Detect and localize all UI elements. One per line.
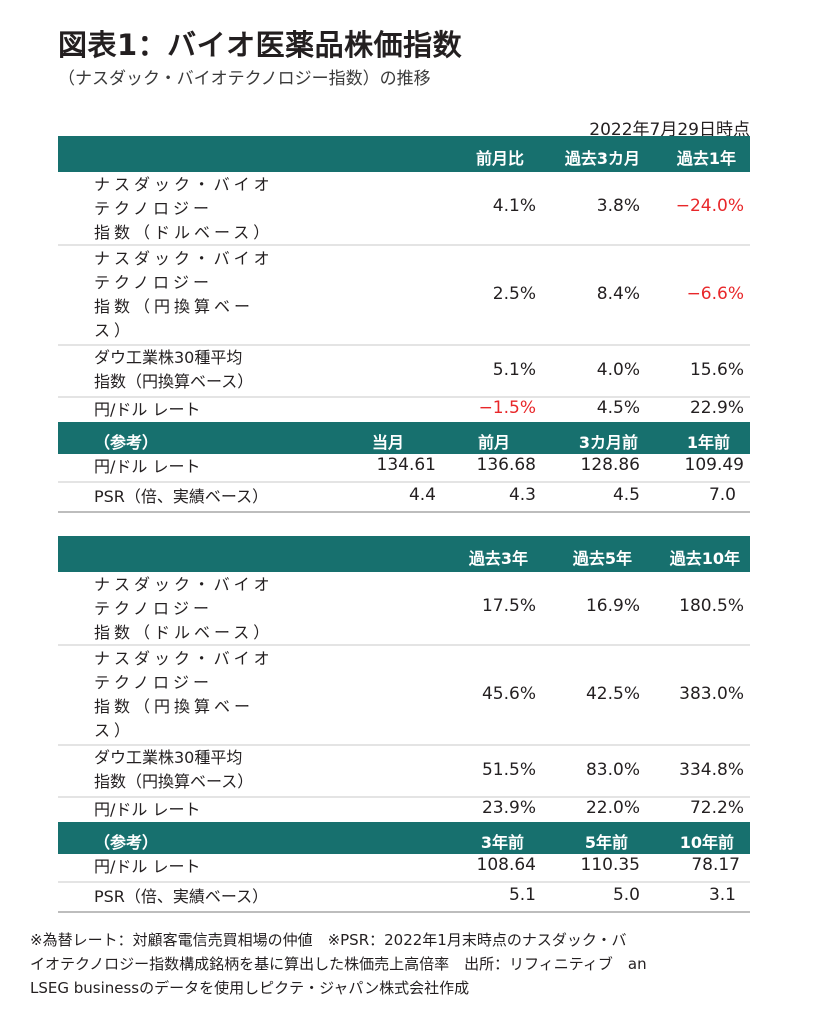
table-row: ナスダック・バイオ テクノロジー 指数（円換算ベー ス） 45.6% 42.5% 38… (58, 646, 750, 746)
cell: 51.5% (481, 760, 536, 780)
table-row: PSR（倍、実績ベース） 5.1 5.0 3.1 (58, 883, 750, 913)
table-row: ダウ工業株30種平均 指数（円換算ベース） 51.5% 83.0% 334.8% (58, 746, 750, 798)
cell: 22.0% (585, 798, 640, 818)
reference-header: （参考） 当月 前月 3カ月前 1年前 (58, 422, 750, 454)
table-row: 円/ドル レート −1.5% 4.5% 22.9% (58, 398, 750, 422)
row-label: ダウ工業株30種平均 指数（円換算ベース） (94, 348, 254, 391)
cell: 22.9% (689, 398, 744, 418)
row-label: ナスダック・バイオ テクノロジー 指数（円換算ベー ス） (94, 249, 274, 340)
row-label: PSR（倍、実績ベース） (94, 487, 269, 506)
cell: 3.1 (708, 885, 736, 905)
cell: 3.8% (596, 196, 640, 216)
table-row: ダウ工業株30種平均 指数（円換算ベース） 5.1% 4.0% 15.6% (58, 346, 750, 398)
row-label: ナスダック・バイオ テクノロジー 指数（円換算ベー ス） (94, 649, 274, 740)
table-row: 円/ドル レート 23.9% 22.0% 72.2% (58, 798, 750, 822)
cell: 4.5% (596, 398, 640, 418)
ref-label: （参考） (94, 433, 159, 452)
col-header: 過去3年 (468, 549, 528, 568)
cell: 383.0% (679, 684, 744, 704)
cell: 4.0% (596, 360, 640, 380)
row-label: ナスダック・バイオ テクノロジー 指数（ドルベース） (94, 175, 274, 242)
col-header: 10年前 (679, 833, 734, 852)
table-1: 前月比 過去3カ月 過去1年 ナスダック・バイオ テクノロジー 指数（ドルベース） … (58, 136, 750, 513)
cell: −1.5% (478, 398, 536, 418)
col-header: 1年前 (686, 433, 730, 452)
col-header: 3カ月前 (578, 433, 638, 452)
page-subtitle: （ナスダック・バイオテクノロジー指数）の推移 (58, 69, 431, 89)
col-header: 前月比 (475, 149, 524, 168)
row-label: 円/ドル レート (94, 800, 201, 819)
cell: −24.0% (675, 196, 744, 216)
col-header: 過去3カ月 (564, 149, 640, 168)
cell: 128.86 (580, 455, 640, 475)
cell: 5.1 (508, 885, 536, 905)
row-label: 円/ドル レート (94, 400, 201, 419)
table-row: ナスダック・バイオ テクノロジー 指数（ドルベース） 17.5% 16.9% 180… (58, 572, 750, 646)
cell: 45.6% (481, 684, 536, 704)
cell: 72.2% (689, 798, 744, 818)
cell: 42.5% (585, 684, 640, 704)
row-label: ダウ工業株30種平均 指数（円換算ベース） (94, 748, 254, 791)
footnote-line: ※為替レート：対顧客電信売買相場の仲値 ※PSR：2022年1月末時点のナスダッ… (30, 931, 627, 949)
table-row: 円/ドル レート 108.64 110.35 78.17 (58, 854, 750, 883)
row-label: 円/ドル レート (94, 857, 201, 876)
cell: 4.5 (612, 485, 640, 505)
row-label: PSR（倍、実績ベース） (94, 887, 269, 906)
cell: 7.0 (708, 485, 736, 505)
table-row: ナスダック・バイオ テクノロジー 指数（円換算ベー ス） 2.5% 8.4% −6.6… (58, 246, 750, 346)
cell: 5.1% (492, 360, 536, 380)
table-row: 円/ドル レート 134.61 136.68 128.86 109.49 (58, 454, 750, 483)
ref-label: （参考） (94, 833, 159, 852)
page-title: 図表1：バイオ医薬品株価指数 (58, 28, 463, 62)
reference-header: （参考） 3年前 5年前 10年前 (58, 822, 750, 854)
cell: 136.68 (476, 455, 536, 475)
table-2: 過去3年 過去5年 過去10年 ナスダック・バイオ テクノロジー 指数（ドルベース）… (58, 536, 750, 913)
col-header: 過去1年 (676, 149, 736, 168)
table-1-header: 前月比 過去3カ月 過去1年 (58, 136, 750, 172)
cell: 15.6% (689, 360, 744, 380)
cell: 134.61 (376, 455, 436, 475)
cell: 334.8% (679, 760, 744, 780)
col-header: 前月 (477, 433, 510, 452)
cell: 108.64 (476, 855, 536, 875)
cell: −6.6% (686, 284, 744, 304)
row-label: ナスダック・バイオ テクノロジー 指数（ドルベース） (94, 575, 274, 642)
cell: 4.3 (508, 485, 536, 505)
cell: 16.9% (585, 596, 640, 616)
col-header: 当月 (371, 433, 404, 452)
row-label: 円/ドル レート (94, 457, 201, 476)
cell: 4.1% (492, 196, 536, 216)
col-header: 過去10年 (669, 549, 740, 568)
cell: 78.17 (691, 855, 740, 875)
table-row: PSR（倍、実績ベース） 4.4 4.3 4.5 7.0 (58, 483, 750, 513)
cell: 83.0% (585, 760, 640, 780)
cell: 23.9% (481, 798, 536, 818)
table-row: ナスダック・バイオ テクノロジー 指数（ドルベース） 4.1% 3.8% −24.0… (58, 172, 750, 246)
col-header: 過去5年 (572, 549, 632, 568)
footnote-line: LSEG businessのデータを使用しピクテ・ジャパン株式会社作成 (30, 979, 470, 997)
footnote-line: イオテクノロジー指数構成銘柄を基に算出した株価売上高倍率 出所：リフィニティブ … (30, 955, 647, 973)
cell: 109.49 (684, 455, 744, 475)
cell: 8.4% (596, 284, 640, 304)
cell: 180.5% (679, 596, 744, 616)
col-header: 3年前 (480, 833, 524, 852)
cell: 110.35 (580, 855, 640, 875)
table-2-header: 過去3年 過去5年 過去10年 (58, 536, 750, 572)
cell: 4.4 (408, 485, 436, 505)
cell: 5.0 (612, 885, 640, 905)
cell: 2.5% (492, 284, 536, 304)
col-header: 5年前 (584, 833, 628, 852)
footnote: ※為替レート：対顧客電信売買相場の仲値 ※PSR：2022年1月末時点のナスダッ… (30, 928, 750, 1000)
as-of-date: 2022年7月29日時点 (589, 120, 750, 140)
cell: 17.5% (481, 596, 536, 616)
